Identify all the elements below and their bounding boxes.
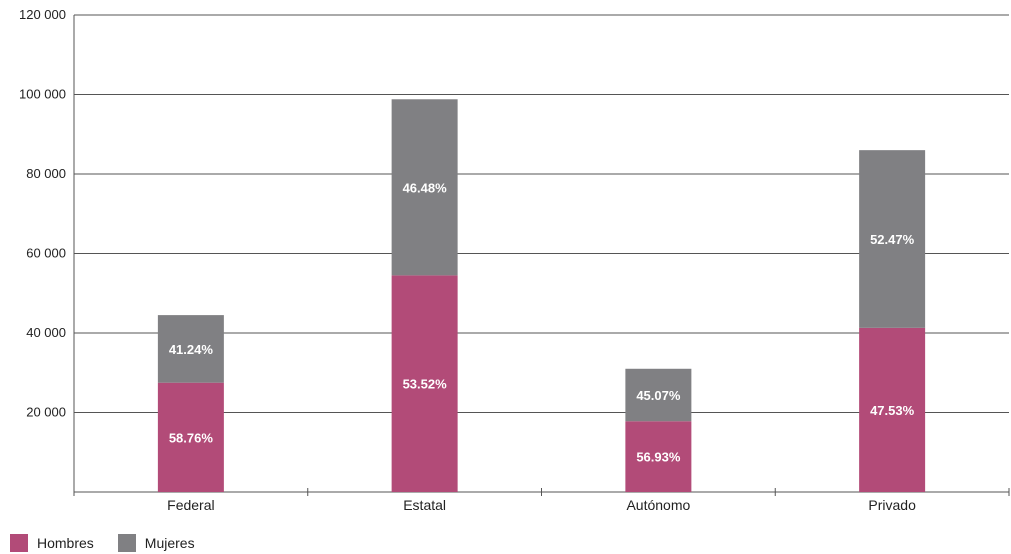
legend-label-mujeres: Mujeres xyxy=(144,535,195,551)
y-tick-label: 40 000 xyxy=(26,325,66,340)
bar-mujeres-4 xyxy=(859,150,926,328)
bar-hombres-3 xyxy=(625,421,692,492)
bar-data-label: 58.76% xyxy=(169,430,214,445)
bar-data-label: 41.24% xyxy=(169,342,214,357)
legend-item-hombres: Hombres xyxy=(10,534,94,552)
bar-hombres-4 xyxy=(859,327,926,492)
legend-item-mujeres: Mujeres xyxy=(117,534,195,552)
bar-data-label: 53.52% xyxy=(403,377,448,392)
x-tick-label: Privado xyxy=(868,497,916,513)
bar-mujeres-2 xyxy=(391,99,458,276)
bar-hombres-2 xyxy=(391,275,458,492)
bar-mujeres-3 xyxy=(625,368,692,422)
y-tick-label: 120 000 xyxy=(19,7,66,22)
x-tick-label: Autónomo xyxy=(626,497,690,513)
legend-swatch-mujeres xyxy=(117,534,136,552)
legend: Hombres Mujeres xyxy=(10,534,219,552)
y-tick-label: 60 000 xyxy=(26,246,66,261)
y-tick-label: 20 000 xyxy=(26,405,66,420)
legend-swatch-hombres xyxy=(10,534,28,552)
stacked-bar-chart: 20 000 40 000 60 000 80 000 100 000 120 000 58… xyxy=(19,7,1010,513)
bar-data-label: 56.93% xyxy=(636,450,681,465)
x-tick-label: Estatal xyxy=(403,497,446,513)
bar-data-label: 46.48% xyxy=(403,180,448,195)
bar-data-label: 52.47% xyxy=(870,232,915,247)
bar-data-label: 47.53% xyxy=(870,403,915,418)
y-tick-label: 80 000 xyxy=(26,166,66,181)
y-tick-label: 100 000 xyxy=(19,87,66,102)
legend-label-hombres: Hombres xyxy=(37,535,94,551)
x-tick-label: Federal xyxy=(167,497,214,513)
bar-hombres-1 xyxy=(157,382,224,492)
bar-data-label: 45.07% xyxy=(636,388,681,403)
bar-mujeres-1 xyxy=(157,315,224,383)
